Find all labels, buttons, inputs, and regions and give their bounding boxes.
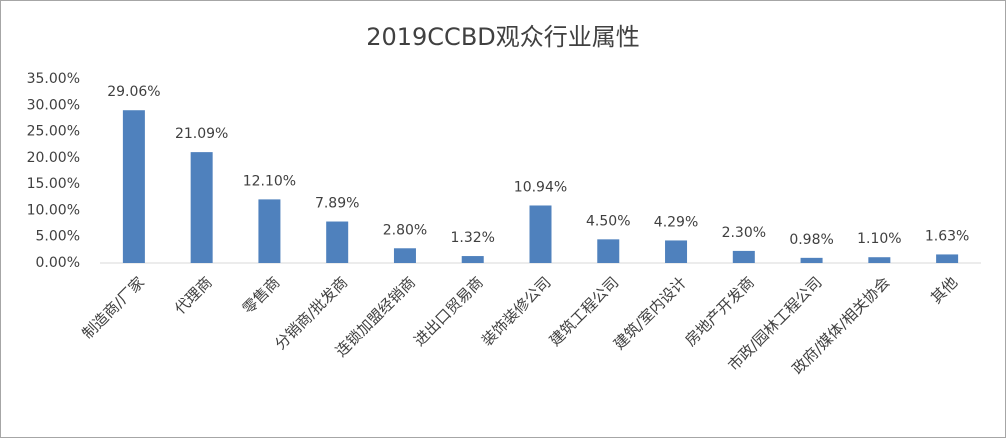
y-tick-label: 5.00% (36, 229, 80, 245)
value-label: 10.94% (514, 179, 567, 195)
bar (868, 257, 891, 263)
value-label: 7.89% (315, 196, 359, 212)
value-label: 1.63% (925, 228, 969, 244)
value-label: 4.50% (586, 213, 630, 229)
bar (665, 240, 688, 263)
bar (326, 221, 349, 263)
value-label: 1.32% (450, 230, 494, 246)
y-tick-label: 20.00% (27, 150, 80, 166)
value-label: 12.10% (243, 173, 296, 189)
y-tick-label: 10.00% (27, 202, 80, 218)
value-label: 0.98% (789, 232, 833, 248)
y-tick-label: 30.00% (27, 97, 80, 113)
value-label: 2.80% (383, 222, 427, 238)
bar (122, 110, 145, 263)
bar (258, 199, 281, 263)
chart-title: 2019CCBD观众行业属性 (366, 23, 640, 51)
y-tick-label: 25.00% (27, 124, 80, 140)
bar (800, 257, 823, 263)
bar (597, 239, 620, 263)
y-tick-label: 35.00% (27, 71, 80, 87)
value-label: 4.29% (654, 214, 698, 230)
y-tick-label: 15.00% (27, 176, 80, 192)
value-label: 21.09% (175, 126, 228, 142)
value-label: 29.06% (107, 84, 160, 100)
bar (190, 152, 213, 263)
bar (936, 254, 959, 263)
bar (461, 256, 484, 263)
value-label: 2.30% (722, 225, 766, 241)
value-label: 1.10% (857, 231, 901, 247)
bar (393, 248, 416, 263)
bar (529, 205, 552, 263)
y-tick-label: 0.00% (36, 255, 80, 271)
bar (732, 250, 755, 263)
